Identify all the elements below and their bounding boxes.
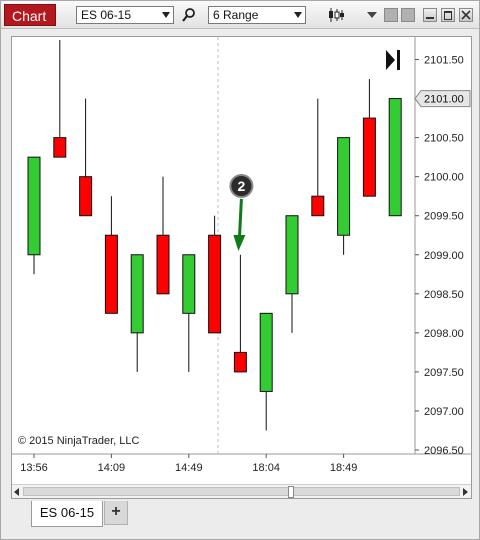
instrument-select[interactable]: ES 06-15 [76, 6, 174, 24]
time-tick-label: 14:09 [98, 462, 126, 474]
candle-body-up [130, 254, 144, 334]
candle[interactable] [311, 98, 325, 217]
candle-body-down [362, 117, 376, 197]
tab-es-06-15[interactable]: ES 06-15 [31, 501, 103, 527]
chart-panel[interactable]: 2101.50 2101.00 2100.50 2100.00 2099.50 2099.… [11, 36, 472, 499]
candle[interactable] [337, 137, 351, 255]
price-tick-label: 2100.00 [424, 172, 464, 184]
chart-toolbar: Chart ES 06-15 6 Range [1, 1, 479, 29]
scroll-track[interactable] [23, 486, 460, 498]
price-tick-label: 2101.50 [424, 55, 464, 67]
candle-body-down [79, 176, 93, 217]
annotation-label: 2 [238, 178, 246, 194]
candle[interactable] [233, 254, 247, 373]
time-tick-label: 18:04 [252, 462, 280, 474]
candle-body-down [311, 195, 325, 217]
price-tick-label: 2096.50 [424, 445, 464, 457]
price-axis[interactable]: 2101.50 2101.00 2100.50 2100.00 2099.50 2099.… [414, 55, 471, 457]
time-tick-label: 13:56 [20, 462, 48, 474]
candle-body-down [104, 234, 118, 314]
search-icon[interactable] [181, 7, 197, 23]
candle-body-up [27, 156, 41, 256]
candlestick-style-icon[interactable] [327, 7, 345, 23]
play-icon [386, 50, 395, 70]
time-axis[interactable]: 13:56 14:09 14:49 18:04 18:49 [20, 454, 357, 474]
chart-menu-button[interactable]: Chart [4, 4, 56, 26]
candle-body-up [388, 98, 402, 217]
annotations: 2 [229, 50, 400, 251]
price-tick-label: 2097.00 [424, 406, 464, 418]
candle-body-down [156, 234, 170, 295]
candle-body-up [285, 215, 299, 295]
price-tick-label: 2099.50 [424, 211, 464, 223]
toolbar-dropdown-icon[interactable] [367, 12, 377, 18]
add-tab-button[interactable]: + [104, 501, 128, 525]
horizontal-scrollbar[interactable] [12, 484, 471, 498]
current-price-marker [414, 90, 471, 108]
price-tick-label: 2097.50 [424, 367, 464, 379]
annotation-arrow-shaft [237, 198, 243, 240]
chevron-down-icon [162, 12, 170, 18]
candle-body-up [259, 312, 273, 392]
price-tick-label: 2098.50 [424, 289, 464, 301]
price-tick-label: 2098.00 [424, 328, 464, 340]
price-tick-label: 2100.50 [424, 133, 464, 145]
candle[interactable] [362, 79, 376, 197]
annotation-circle [229, 174, 254, 198]
candle-body-up [182, 254, 196, 314]
minimize-button[interactable] [423, 8, 437, 22]
candle-body-down [208, 234, 222, 334]
candle[interactable] [156, 176, 170, 295]
scroll-thumb[interactable] [288, 486, 294, 498]
candle[interactable] [259, 312, 273, 431]
plot-area [12, 37, 471, 455]
end-bar-icon [397, 50, 400, 70]
candle[interactable] [388, 98, 402, 217]
window-option-button[interactable] [401, 8, 415, 22]
scroll-left-arrow-icon[interactable] [14, 488, 19, 496]
annotation-marker[interactable]: 2 [229, 174, 254, 198]
candle[interactable] [208, 215, 222, 334]
candle[interactable] [27, 156, 41, 275]
price-chart[interactable]: 2101.50 2101.00 2100.50 2100.00 2099.50 2099.… [12, 37, 471, 483]
candle[interactable] [53, 40, 67, 158]
current-price-label: 2101.00 [424, 94, 464, 106]
maximize-button[interactable] [441, 8, 455, 22]
close-button[interactable] [459, 8, 473, 22]
price-tick-label: 2099.00 [424, 250, 464, 262]
close-icon [461, 10, 471, 20]
candle-body-down [233, 351, 247, 373]
candle[interactable] [182, 254, 196, 372]
chevron-down-icon [294, 12, 302, 18]
arrow-down-icon [233, 235, 246, 251]
scroll-right-arrow-icon[interactable] [463, 488, 468, 496]
candles [27, 40, 402, 431]
copyright-label: © 2015 NinjaTrader, LLC [18, 435, 140, 447]
candle-body-down [53, 137, 67, 158]
window-option-button[interactable] [384, 8, 398, 22]
candle[interactable] [285, 215, 299, 333]
candle-body-up [337, 137, 351, 236]
candle[interactable] [130, 254, 144, 372]
instrument-select-value: ES 06-15 [81, 8, 132, 22]
time-tick-label: 18:49 [330, 462, 358, 474]
scroll-to-end-icon[interactable] [386, 50, 400, 70]
candle[interactable] [104, 196, 118, 314]
interval-select[interactable]: 6 Range [208, 6, 306, 24]
interval-select-value: 6 Range [213, 8, 259, 22]
time-tick-label: 14:49 [175, 462, 203, 474]
candle[interactable] [79, 98, 93, 217]
